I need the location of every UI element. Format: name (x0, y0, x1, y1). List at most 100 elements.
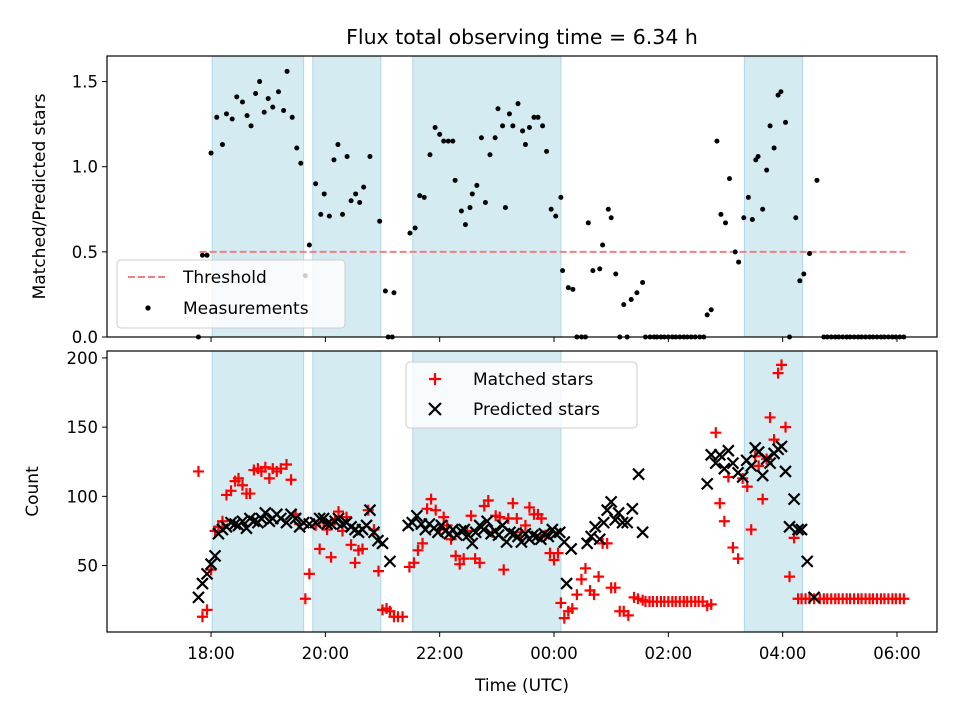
measurement-point (585, 220, 591, 226)
measurement-point (775, 92, 781, 98)
measurement-point (722, 220, 728, 226)
measurement-point (608, 215, 614, 221)
matched-star-point (421, 503, 433, 515)
predicted-star-point (511, 530, 525, 543)
measurement-point (487, 152, 493, 158)
measurement-point (553, 213, 559, 219)
measurement-point (367, 153, 373, 159)
measurements-legend-swatch (145, 305, 151, 311)
predicted-star-point (744, 459, 758, 473)
matched-star-point (303, 568, 315, 580)
measurement-point (558, 194, 564, 200)
time-x-axis: 18:00 20:00 22:00 00:00 02:00 04:00 06:00 (187, 632, 921, 663)
measurement-point (570, 286, 576, 292)
predicted-star-point (584, 530, 598, 543)
predicted-legend-label: Predicted stars (473, 400, 600, 420)
measurement-point (736, 259, 742, 265)
measurement-point (502, 205, 508, 211)
predicted-legend-swatch (428, 402, 442, 416)
predicted-star-point (807, 591, 821, 604)
measurement-point (265, 96, 271, 102)
measurement-point (522, 142, 528, 148)
matched-star-point (519, 519, 531, 531)
count-y-label: Count (23, 466, 43, 517)
measurement-point (407, 230, 413, 236)
measurement-point (506, 111, 512, 117)
predicted-star-point (274, 512, 288, 525)
predicted-star-point (763, 456, 777, 470)
measurement-point (767, 123, 773, 129)
matched-star-point (575, 573, 587, 585)
measurement-point (432, 125, 438, 131)
measurement-point (450, 138, 456, 144)
matched-star-point (714, 497, 726, 509)
count-points (192, 359, 910, 624)
predicted-star-point (756, 469, 769, 482)
matched-star-point (732, 553, 744, 565)
matched-star-point (465, 510, 477, 522)
measurement-point (281, 107, 287, 113)
measurement-point (732, 249, 738, 255)
matched-star-point (566, 602, 578, 614)
measurement-point (531, 114, 537, 120)
matched-star-point (299, 593, 311, 605)
matched-star-point (523, 501, 535, 513)
matched-star-point (280, 459, 292, 471)
matched-star-point (593, 571, 605, 583)
measurement-point (749, 216, 755, 222)
count-panel: 50 100 150 200 18:00 20:00 22:00 00:00 02:00 04:… (23, 349, 938, 696)
measurement-point (745, 194, 751, 200)
matched-star-point (373, 565, 385, 577)
matched-star-point (244, 488, 256, 500)
predicted-star-point (317, 512, 330, 525)
y-tick-label: 0.0 (72, 328, 98, 347)
count-y-axis: 50 100 150 200 (67, 349, 107, 576)
matched-star-point (232, 472, 244, 484)
x-tick-label: 00:00 (530, 644, 578, 663)
measurement-point (284, 68, 290, 74)
matched-star-point (333, 506, 345, 518)
measurement-points (195, 68, 907, 340)
predicted-star-point (469, 526, 482, 539)
measurement-point (474, 182, 480, 188)
measurement-point (560, 268, 566, 274)
predicted-star-point (600, 503, 614, 517)
measurement-point (597, 266, 603, 272)
measurement-point (764, 167, 770, 173)
measurement-point (234, 94, 240, 100)
matched-star-point (757, 493, 769, 505)
measurement-point (340, 211, 346, 217)
measurement-point (361, 184, 367, 190)
predicted-star-point (736, 470, 749, 484)
measurement-point (427, 152, 433, 158)
observing-band (412, 55, 562, 338)
measurement-point (793, 215, 799, 221)
matched-star-point (408, 557, 420, 569)
matched-star-point (225, 485, 237, 497)
ratio-panel: 0.0 0.5 1.0 1.5 Matched/Predicted stars Thr… (30, 55, 938, 347)
measurement-point (520, 128, 526, 134)
chart-title: Flux total observing time = 6.34 h (346, 25, 698, 49)
ratio-y-axis: 0.0 0.5 1.0 1.5 (72, 73, 107, 347)
measurement-point (621, 302, 627, 308)
measurement-point (482, 199, 488, 205)
measurements-legend-label: Measurements (183, 299, 309, 319)
predicted-star-point (383, 555, 397, 568)
matched-star-point (325, 551, 337, 563)
measurement-point (462, 222, 468, 228)
matched-star-point (236, 479, 248, 491)
measurement-point (353, 191, 359, 197)
matched-star-point (511, 512, 523, 524)
time-x-label: Time (UTC) (474, 676, 569, 696)
matched-star-point (384, 605, 396, 617)
measurement-point (204, 252, 210, 258)
measurement-point (783, 119, 789, 125)
predicted-star-point (200, 567, 214, 581)
predicted-star-point (208, 549, 222, 563)
predicted-star-point (726, 456, 740, 470)
predicted-star-point (632, 467, 645, 481)
matched-star-point (412, 544, 424, 556)
y-tick-label: 100 (67, 487, 99, 506)
predicted-star-point (593, 532, 607, 546)
measurement-point (801, 271, 807, 277)
